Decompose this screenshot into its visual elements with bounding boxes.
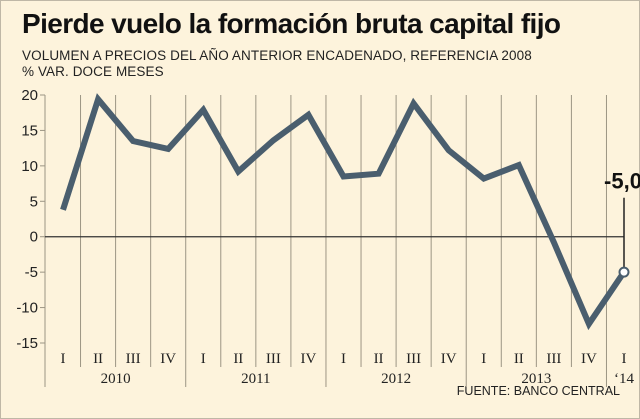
x-tick-label: I	[201, 351, 206, 367]
x-tick-label: II	[514, 351, 524, 367]
y-axis-unit: % VAR. DOCE MESES	[22, 64, 164, 79]
x-tick-label: I	[481, 351, 486, 367]
y-tick-label: 5	[30, 193, 38, 210]
year-label: 2013	[521, 371, 551, 387]
x-tick-label: I	[341, 351, 346, 367]
y-tick-label: -15	[16, 335, 38, 352]
y-tick-label: -5	[25, 264, 38, 281]
x-tick-label: III	[406, 351, 421, 367]
x-tick-label: I	[61, 351, 66, 367]
x-tick-label: II	[374, 351, 384, 367]
series-line	[60, 93, 627, 331]
y-tick-label: 10	[21, 158, 38, 175]
x-tick-label: IV	[441, 351, 457, 367]
x-tick-label: III	[266, 351, 281, 367]
year-label: 2012	[381, 371, 411, 387]
chart-subtitle: VOLUMEN A PRECIOS DEL AÑO ANTERIOR ENCAD…	[22, 48, 532, 63]
x-tick-label: IV	[581, 351, 597, 367]
y-tick-label: 15	[21, 122, 38, 139]
year-label: 2010	[101, 371, 131, 387]
x-tick-label: II	[233, 351, 243, 367]
x-tick-label: I	[622, 351, 627, 367]
x-tick-label: III	[126, 351, 141, 367]
y-tick-label: -10	[16, 300, 38, 317]
last-point-marker	[618, 266, 630, 278]
year-label: ‘14	[614, 371, 634, 387]
x-tick-label: II	[93, 351, 103, 367]
y-tick-label: 20	[21, 87, 38, 104]
chart-title: Pierde vuelo la formación bruta capital …	[22, 8, 561, 39]
year-label: 2011	[241, 371, 270, 387]
callout-label: -5,0	[604, 169, 640, 194]
x-tick-label: IV	[301, 351, 317, 367]
y-tick-label: 0	[30, 229, 38, 246]
x-tick-label: IV	[160, 351, 176, 367]
x-tick-label: III	[546, 351, 561, 367]
source-note: FUENTE: BANCO CENTRAL	[456, 384, 620, 398]
